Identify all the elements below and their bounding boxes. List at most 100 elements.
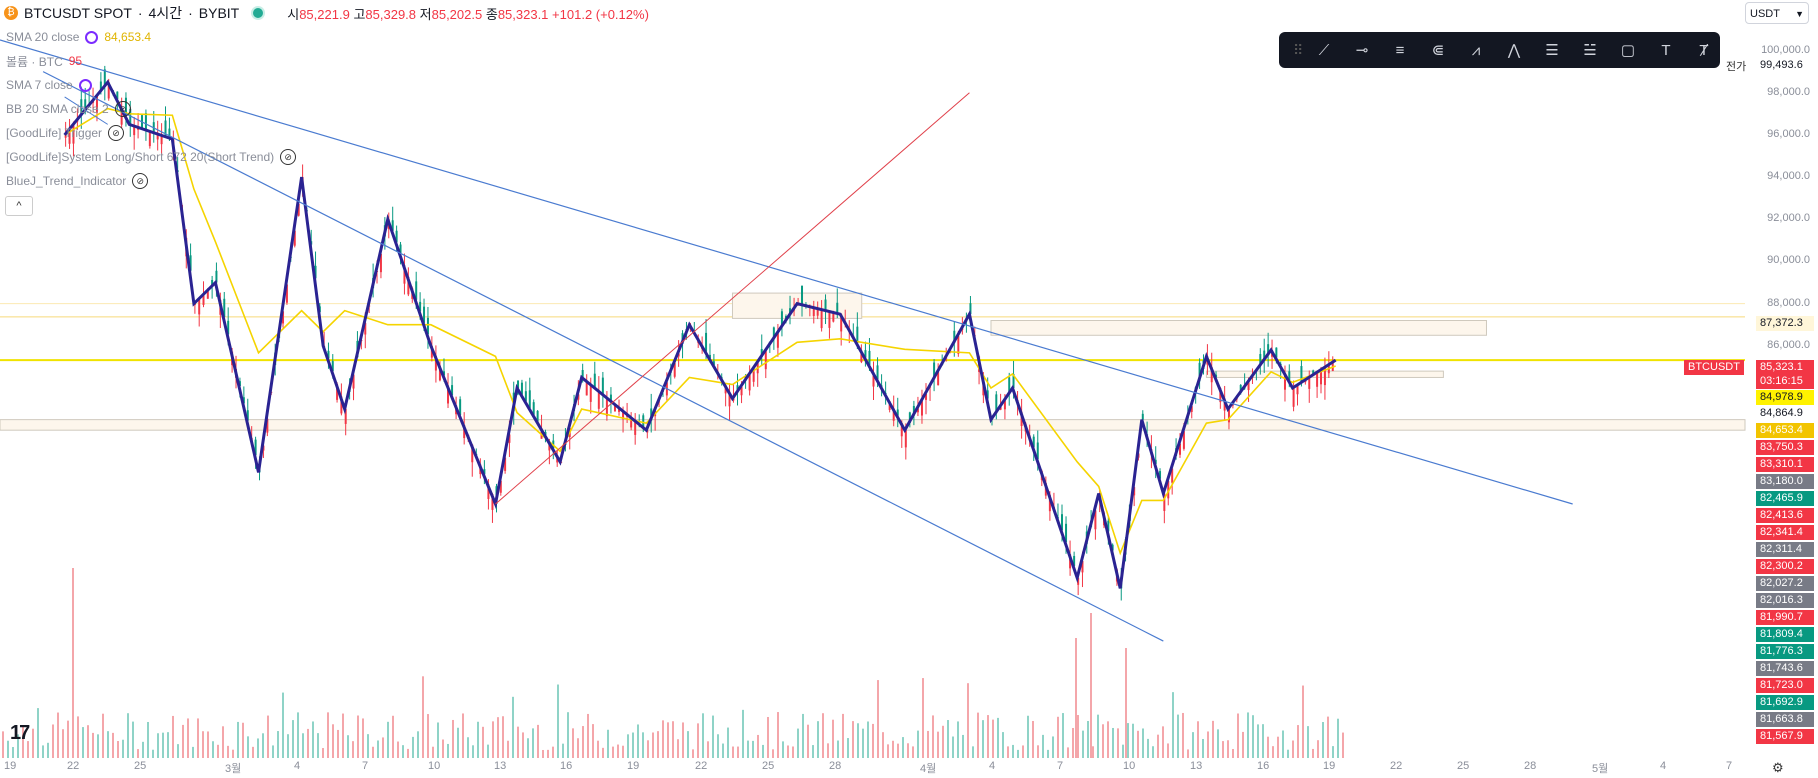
market-status-icon[interactable] xyxy=(251,6,266,20)
candle-body xyxy=(577,394,580,400)
cycle-icon[interactable] xyxy=(85,30,99,44)
price-label: 81,567.9 xyxy=(1756,729,1814,744)
indicator-label: SMA 7 close xyxy=(6,78,73,92)
long-position-icon[interactable]: ☰ xyxy=(1545,42,1559,59)
indicator-bluej-trend[interactable]: BlueJ_Trend_Indicator ⊘ xyxy=(6,172,149,190)
indicator-goodlife-system[interactable]: [GoodLife]System Long/Short 672 20(Short… xyxy=(6,148,297,166)
volume-bar xyxy=(72,568,74,758)
time-tick: 10 xyxy=(428,760,441,772)
price-label: 82,300.2 xyxy=(1756,559,1814,574)
indicator-value: 84,653.4 xyxy=(104,30,152,44)
volume-bar xyxy=(32,728,34,758)
candle-body xyxy=(164,120,167,137)
volume-bar xyxy=(1257,724,1259,758)
parallel-channel-icon[interactable]: ≡ xyxy=(1395,41,1405,59)
price-label: 99,493.6 xyxy=(1756,58,1814,73)
time-tick: 7 xyxy=(1057,760,1064,772)
candle-body xyxy=(872,372,875,387)
volume-bar xyxy=(1092,746,1094,758)
volume-bar xyxy=(1122,744,1124,758)
candle-body xyxy=(144,113,147,130)
indicator-bb[interactable]: BB 20 SMA close 2 ⊘ xyxy=(6,100,131,118)
volume-bar xyxy=(1322,722,1324,758)
candle-body xyxy=(1227,409,1230,423)
volume-bar xyxy=(1212,720,1214,758)
open-label: 시 xyxy=(287,6,300,22)
abcd-pattern-icon[interactable]: ⋀ xyxy=(1507,42,1521,59)
volume-bar xyxy=(882,732,884,758)
volume-bar xyxy=(317,733,319,758)
volume-bar xyxy=(427,714,429,758)
volume-bar xyxy=(587,713,589,758)
volume-bar xyxy=(707,741,709,758)
candle-body xyxy=(916,408,919,413)
eye-off-icon[interactable]: ⊘ xyxy=(114,101,131,117)
volume-bar xyxy=(1082,730,1084,758)
volume-bar xyxy=(512,696,514,758)
volume-bar xyxy=(612,746,614,758)
volume-bar xyxy=(917,730,919,758)
candle-body xyxy=(95,96,98,113)
candle-body xyxy=(812,307,815,316)
candle-body xyxy=(748,374,751,391)
rectangle-icon[interactable]: ▢ xyxy=(1620,42,1636,59)
text-icon[interactable]: T xyxy=(1661,41,1671,59)
volume-bar xyxy=(1202,738,1204,758)
horizontal-ray-icon[interactable]: ⊸ xyxy=(1355,42,1369,59)
volume-bar xyxy=(457,727,459,758)
candle-body xyxy=(752,368,755,382)
volume-bar xyxy=(1242,731,1244,758)
text-anchor-icon[interactable]: Ⱦ xyxy=(1699,41,1709,59)
volume-bar xyxy=(142,741,144,758)
currency-selector[interactable]: USDT ▼ xyxy=(1745,2,1809,24)
fib-icon[interactable]: ⋐ xyxy=(1431,42,1445,59)
volume-bar xyxy=(1075,638,1077,758)
volume-bar xyxy=(632,732,634,758)
symbol-name[interactable]: BTCUSDT SPOT xyxy=(24,5,132,21)
interval[interactable]: 4시간 xyxy=(148,5,183,21)
volume-bar xyxy=(957,721,959,758)
volume-bar xyxy=(807,724,809,758)
volume-bar xyxy=(227,745,229,758)
price-label: 81,692.9 xyxy=(1756,695,1814,710)
volume-bar xyxy=(1112,727,1114,758)
volume-bar xyxy=(1147,738,1149,758)
short-position-icon[interactable]: ☱ xyxy=(1583,42,1597,59)
symbol-price-tag: BTCUSDT xyxy=(1684,360,1744,375)
eye-off-icon[interactable]: ⊘ xyxy=(280,149,297,165)
xabcd-pattern-icon[interactable]: ⩘ xyxy=(1471,41,1481,59)
change-value: +101.2 (+0.12%) xyxy=(552,6,649,22)
time-tick: 25 xyxy=(134,760,147,772)
indicator-volume[interactable]: 볼륨 · BTC 95 xyxy=(6,52,82,70)
drag-handle-icon[interactable]: ⠿ xyxy=(1293,41,1304,58)
high-value: 85,329.8 xyxy=(365,6,417,22)
price-tick: 86,000.0 xyxy=(1767,338,1810,351)
collapse-indicators-button[interactable]: ^ xyxy=(5,196,33,216)
candle-body xyxy=(856,326,859,344)
volume-bar xyxy=(262,733,264,758)
price-label: 03:16:15 xyxy=(1756,374,1814,389)
indicator-sma20[interactable]: SMA 20 close 84,653.4 xyxy=(6,28,151,46)
candle-body xyxy=(352,374,355,389)
volume-bar xyxy=(177,744,179,758)
candle-body xyxy=(1239,384,1242,393)
price-label: 83,750.3 xyxy=(1756,440,1814,455)
candle-body xyxy=(1300,366,1303,383)
gear-icon[interactable]: ⚙ xyxy=(1772,760,1784,775)
tradingview-logo[interactable]: 17 xyxy=(10,722,30,744)
eye-off-icon[interactable]: ⊘ xyxy=(108,125,125,141)
indicator-goodlife-trigger[interactable]: [GoodLife] Trigger ⊘ xyxy=(6,124,125,142)
volume-bar xyxy=(947,720,949,758)
candle-body xyxy=(1154,459,1157,464)
price-label: 82,016.3 xyxy=(1756,593,1814,608)
eye-off-icon[interactable]: ⊘ xyxy=(132,173,149,189)
trend-line-icon[interactable]: ⟋ xyxy=(1318,41,1330,59)
cycle-icon[interactable] xyxy=(78,78,92,92)
indicator-sma7[interactable]: SMA 7 close xyxy=(6,76,92,94)
volume-bar xyxy=(982,720,984,758)
volume-bar xyxy=(507,740,509,758)
candle-body xyxy=(728,391,731,407)
volume-bar xyxy=(342,713,344,758)
candle-body xyxy=(832,312,835,322)
